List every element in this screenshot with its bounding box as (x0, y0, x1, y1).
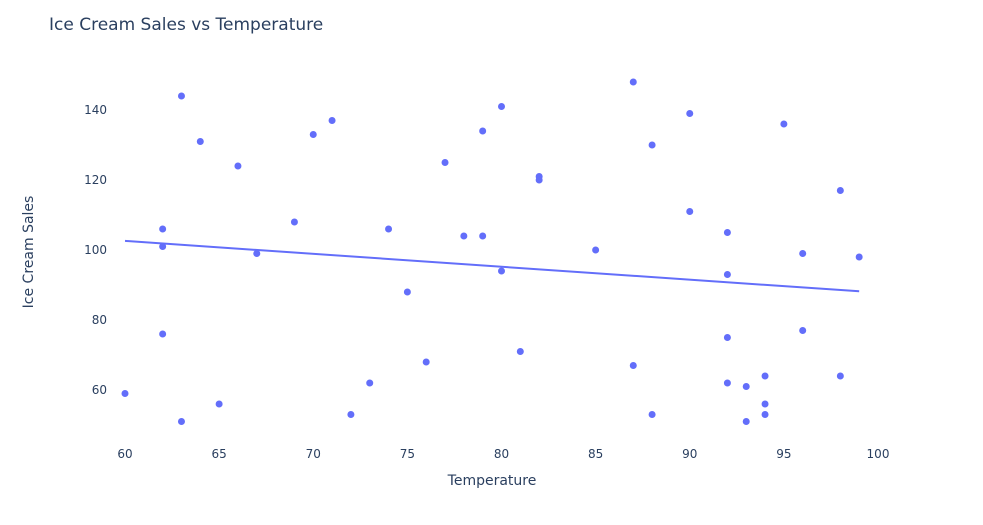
data-point (836, 187, 844, 194)
chart-title: Ice Cream Sales vs Temperature (49, 15, 323, 35)
data-point (159, 243, 167, 250)
data-point (479, 127, 487, 135)
data-point (177, 92, 185, 100)
data-point (290, 218, 298, 226)
data-point (742, 383, 750, 390)
trendline (124, 239, 860, 293)
x-tick-label: 80 (494, 447, 509, 461)
data-point (629, 362, 637, 369)
data-point (648, 141, 656, 149)
data-point (535, 176, 543, 184)
data-point (516, 348, 524, 355)
data-point (498, 103, 505, 110)
data-point (723, 334, 731, 341)
data-point (422, 358, 430, 366)
y-tick-label: 120 (84, 173, 107, 187)
y-tick-label: 140 (84, 103, 107, 117)
data-point (780, 120, 788, 128)
data-point (460, 232, 468, 240)
data-point (836, 372, 844, 380)
data-point (761, 372, 769, 380)
data-point (648, 411, 656, 418)
data-point (761, 400, 769, 408)
data-point (234, 162, 242, 170)
data-point (159, 225, 167, 233)
data-points-layer (121, 78, 863, 425)
data-point (855, 253, 863, 261)
data-point (799, 327, 807, 334)
data-point (723, 229, 731, 236)
x-tick-label: 85 (588, 447, 603, 461)
data-point (159, 330, 167, 338)
y-axis-title: Ice Cream Sales (21, 196, 37, 309)
data-point (253, 250, 261, 257)
data-point (629, 78, 637, 86)
x-tick-label: 70 (306, 447, 321, 461)
y-tick-label: 80 (92, 313, 107, 327)
data-point (328, 117, 336, 124)
x-tick-label: 75 (400, 447, 415, 461)
data-point (761, 411, 769, 418)
y-tick-label: 60 (92, 383, 107, 397)
data-point (479, 232, 487, 240)
data-point (177, 418, 185, 425)
data-point (799, 250, 807, 257)
data-point (498, 267, 505, 275)
data-point (385, 225, 393, 233)
data-point (403, 288, 411, 296)
data-point (723, 271, 731, 278)
data-point (441, 159, 449, 166)
x-tick-label: 65 (211, 447, 226, 461)
data-point (196, 138, 204, 145)
data-point (686, 208, 694, 215)
x-axis-title: Temperature (447, 473, 537, 489)
x-tick-label: 95 (776, 447, 791, 461)
x-tick-label: 60 (117, 447, 132, 461)
y-tick-label: 100 (84, 243, 107, 257)
data-point (215, 400, 223, 408)
data-point (686, 110, 694, 117)
data-point (592, 246, 600, 254)
data-point (723, 379, 731, 387)
data-point (742, 418, 750, 425)
trendline-layer (124, 239, 860, 293)
data-point (121, 390, 129, 397)
data-point (309, 131, 317, 138)
y-axis-ticks: 60 80 100 120 140 (84, 103, 107, 397)
data-point (366, 379, 374, 387)
x-tick-label: 100 (867, 447, 890, 461)
x-axis-ticks: 60 65 70 75 80 85 90 95 100 (117, 447, 889, 461)
data-point (347, 411, 355, 418)
x-tick-label: 90 (682, 447, 697, 461)
